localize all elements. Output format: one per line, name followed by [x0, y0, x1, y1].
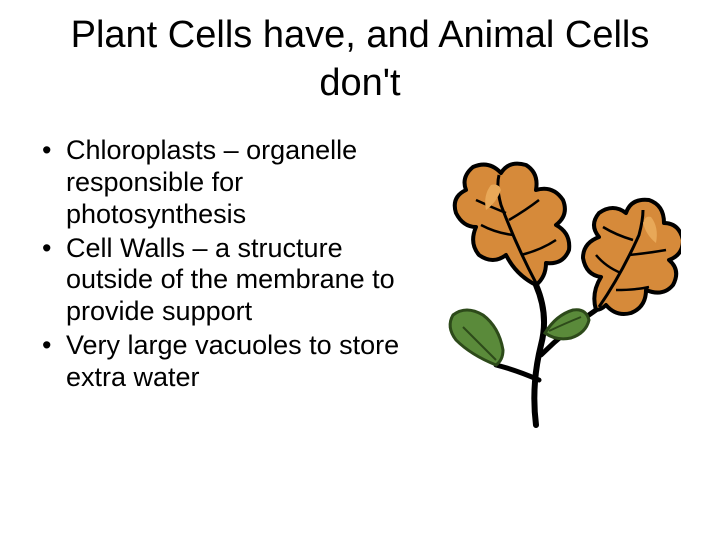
- slide-title: Plant Cells have, and Animal Cells don't: [30, 12, 690, 107]
- bullet-item: Chloroplasts – organelle responsible for…: [38, 135, 405, 231]
- slide-container: Plant Cells have, and Animal Cells don't…: [0, 0, 720, 540]
- bullet-item: Very large vacuoles to store extra water: [38, 330, 405, 394]
- bullet-item: Cell Walls – a structure outside of the …: [38, 233, 405, 329]
- illustration-area: [413, 135, 690, 435]
- bullet-list: Chloroplasts – organelle responsible for…: [30, 135, 413, 396]
- oak-leaves-icon: [421, 155, 681, 435]
- content-row: Chloroplasts – organelle responsible for…: [30, 135, 690, 435]
